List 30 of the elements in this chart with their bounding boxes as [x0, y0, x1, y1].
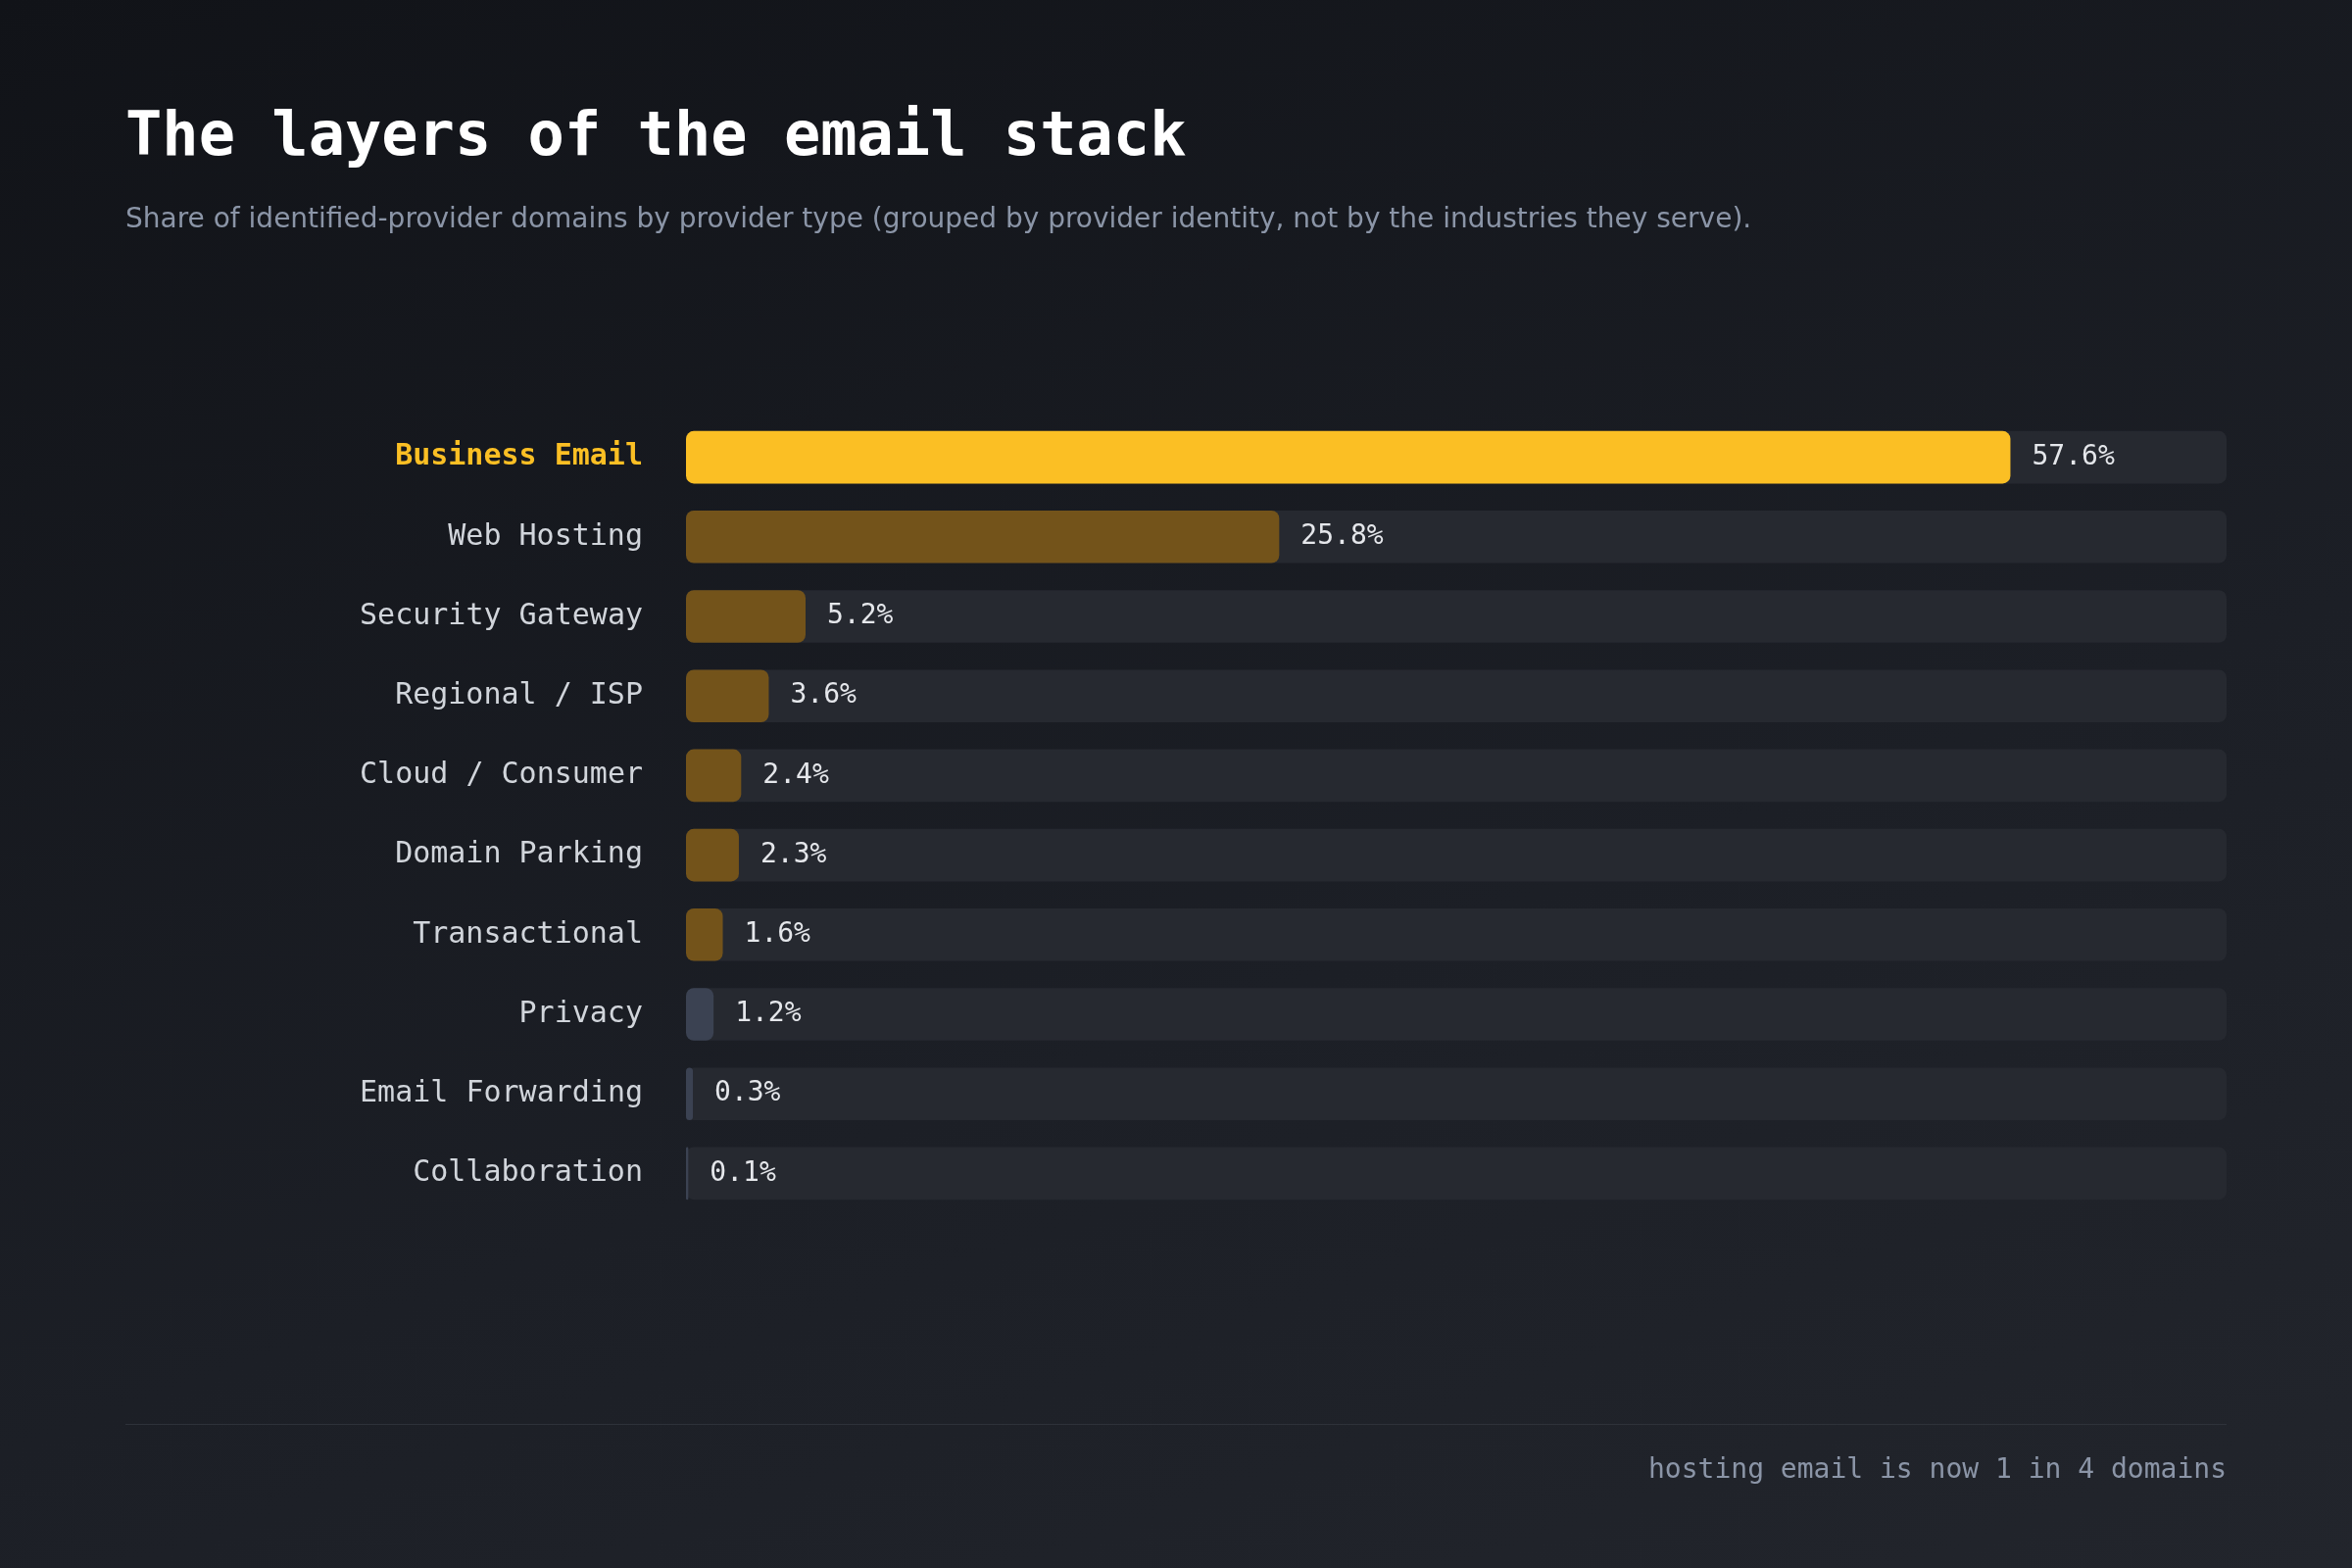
data-label: 57.6% [2032, 438, 2115, 471]
y-tick-label: Transactional [413, 914, 643, 950]
data-label: 1.6% [744, 916, 811, 950]
y-tick-label: Regional / ISP [395, 676, 643, 710]
text: hosting email is now 1 in 4 domains [1647, 1452, 2227, 1485]
bar [686, 988, 714, 1041]
y-tick-label: Security Gateway [360, 596, 643, 631]
bar [686, 590, 807, 643]
y-tick-label: Email Forwarding [360, 1074, 643, 1108]
data-label: 25.8% [1300, 518, 1384, 552]
chart-title: The layers of the email stack [125, 98, 1187, 170]
bar [686, 749, 742, 803]
y-tick-label: Business Email [395, 437, 643, 472]
data-label: 3.6% [790, 677, 858, 710]
y-tick-label: Cloud / Consumer [360, 756, 643, 791]
y-tick-label: Privacy [518, 994, 643, 1029]
chart-subtitle: Share of identified-provider domains by provider type (grouped by provider identity, not by the industries they serve). [125, 202, 1752, 234]
data-label: 0.3% [714, 1075, 781, 1108]
bar [686, 669, 769, 722]
data-label: 1.2% [735, 996, 802, 1029]
data-label: 2.4% [762, 757, 829, 790]
data-label: 5.2% [827, 598, 894, 631]
bar [686, 1067, 694, 1120]
y-tick-label: Domain Parking [395, 835, 643, 870]
bar [686, 828, 739, 882]
bar [686, 908, 723, 961]
data-label: 2.3% [760, 836, 827, 869]
data-label: 0.1% [710, 1154, 776, 1188]
y-tick-label: Collaboration [413, 1153, 643, 1189]
y-tick-label: Web Hosting [448, 516, 643, 552]
